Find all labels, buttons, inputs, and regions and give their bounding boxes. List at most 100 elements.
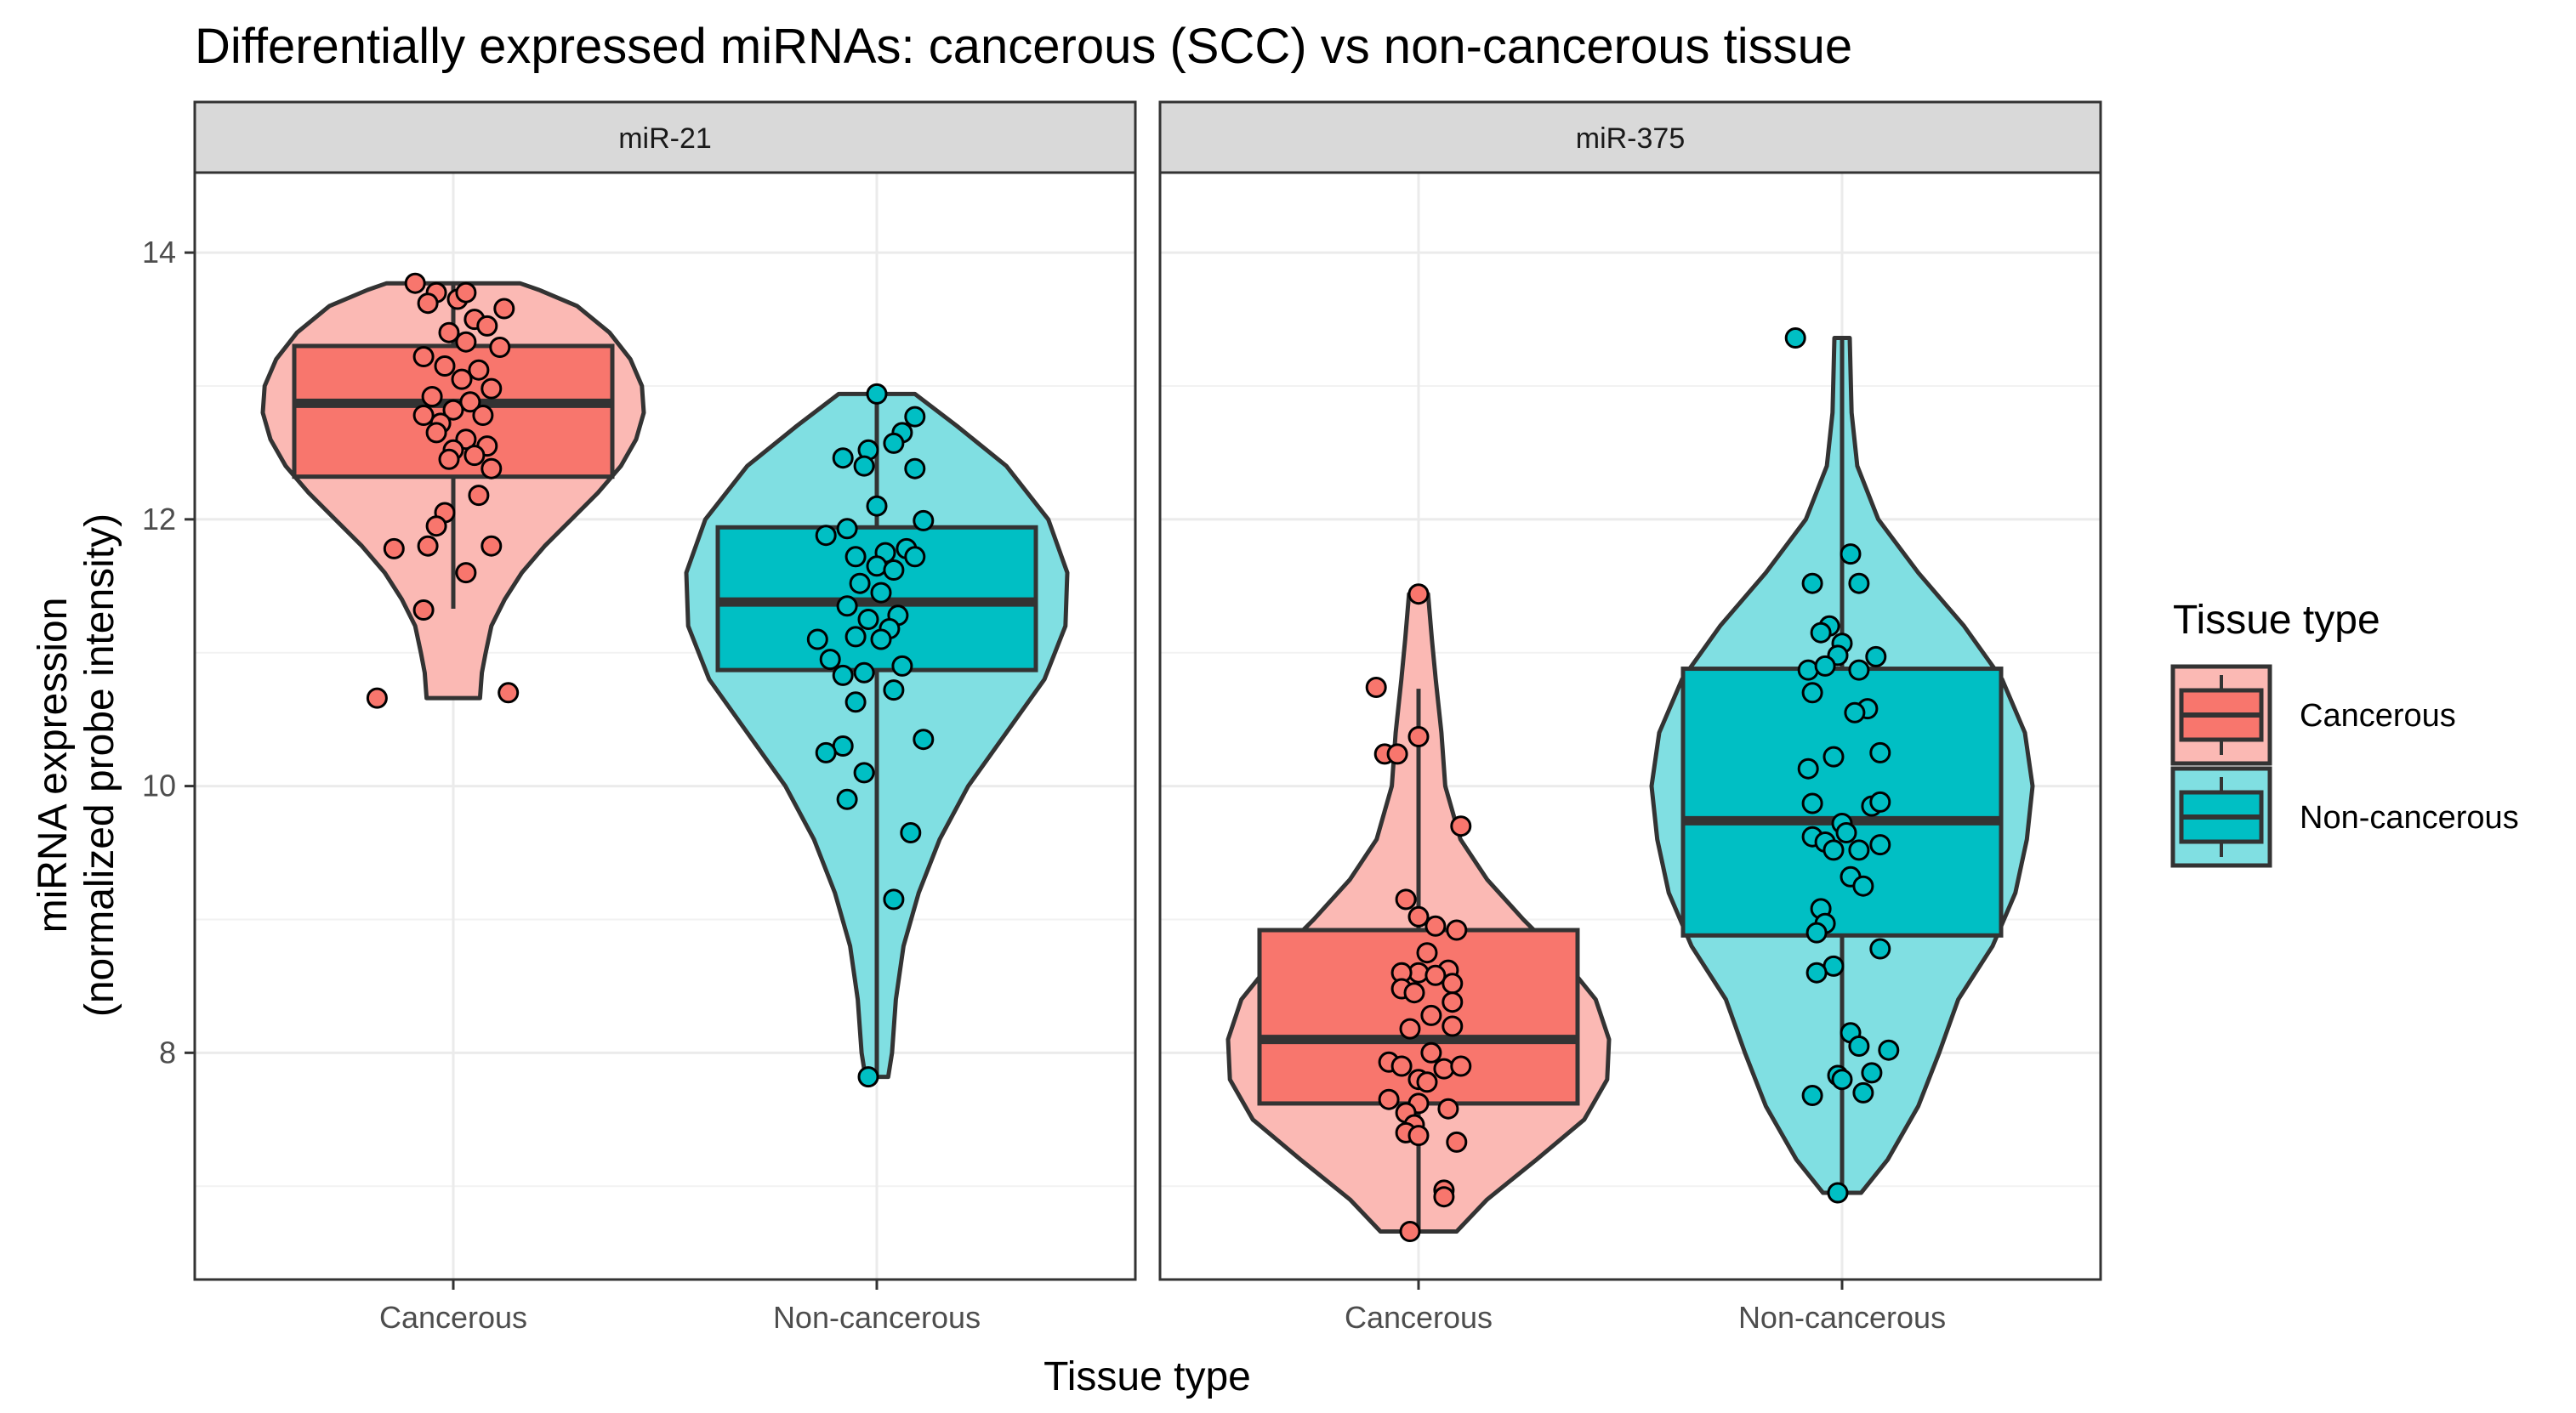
- data-point-non-cancerous: [1878, 1039, 1900, 1061]
- data-point-non-cancerous: [866, 495, 888, 517]
- data-point-non-cancerous: [806, 628, 828, 650]
- data-point-cancerous: [1399, 1018, 1421, 1040]
- data-point-non-cancerous: [844, 691, 867, 713]
- data-point-non-cancerous: [836, 518, 858, 540]
- data-point-non-cancerous: [836, 595, 858, 617]
- data-point-cancerous: [438, 321, 460, 343]
- y-tick-label: 8: [159, 1035, 176, 1070]
- data-point-cancerous: [425, 422, 447, 444]
- data-point-non-cancerous: [1831, 1069, 1853, 1091]
- data-point-cancerous: [1403, 982, 1425, 1004]
- y-tick-label: 14: [142, 235, 176, 270]
- data-point-cancerous: [412, 599, 435, 621]
- data-point-cancerous: [404, 272, 426, 294]
- data-point-non-cancerous: [866, 383, 888, 405]
- x-tick-label: Non-cancerous: [1738, 1300, 1946, 1335]
- data-point-non-cancerous: [1852, 875, 1874, 897]
- data-point-cancerous: [1420, 1041, 1442, 1064]
- data-point-non-cancerous: [1801, 572, 1823, 594]
- panel-mir-21: miR-21 Cancerous Non-cancerous: [193, 100, 1137, 1335]
- x-axis-title: Tissue type: [1043, 1354, 1251, 1399]
- data-point-non-cancerous: [913, 509, 935, 531]
- data-point-non-cancerous: [891, 655, 913, 677]
- data-point-cancerous: [434, 355, 456, 377]
- x-tick-label: Cancerous: [1345, 1300, 1493, 1335]
- data-point-cancerous: [1365, 677, 1387, 698]
- data-point-non-cancerous: [1848, 572, 1870, 594]
- data-point-non-cancerous: [883, 679, 905, 701]
- data-point-non-cancerous: [1805, 962, 1828, 984]
- data-point-non-cancerous: [844, 546, 867, 568]
- data-point-non-cancerous: [836, 788, 858, 810]
- data-point-cancerous: [425, 515, 447, 537]
- legend-label-cancerous: Cancerous: [2300, 698, 2456, 734]
- data-point-non-cancerous: [1869, 938, 1891, 960]
- legend-keys: Cancerous Non-cancerous: [2170, 664, 2519, 868]
- data-point-non-cancerous: [1784, 327, 1806, 349]
- data-point-cancerous: [498, 682, 520, 704]
- data-point-non-cancerous: [815, 525, 837, 547]
- data-point-cancerous: [489, 337, 511, 358]
- data-point-non-cancerous: [853, 661, 875, 684]
- data-point-cancerous: [468, 359, 490, 381]
- data-point-non-cancerous: [904, 546, 926, 568]
- data-point-non-cancerous: [832, 447, 854, 469]
- panel-border: [193, 171, 1137, 1281]
- data-point-non-cancerous: [1869, 741, 1891, 763]
- data-point-non-cancerous: [819, 649, 841, 671]
- y-tick-label: 10: [142, 769, 176, 803]
- data-point-cancerous: [1416, 1071, 1438, 1093]
- data-point-non-cancerous: [1823, 746, 1845, 768]
- x-axis-ticks: Cancerous Non-cancerous: [1345, 1280, 1946, 1335]
- data-point-cancerous: [1395, 888, 1417, 911]
- data-point-cancerous: [1407, 1125, 1430, 1147]
- data-point-non-cancerous: [1797, 659, 1819, 681]
- data-point-non-cancerous: [1869, 834, 1891, 856]
- data-point-non-cancerous: [853, 762, 875, 784]
- strip-label: miR-21: [618, 122, 712, 155]
- data-point-non-cancerous: [1844, 701, 1866, 724]
- data-point-non-cancerous: [844, 626, 867, 648]
- data-point-non-cancerous: [1861, 1062, 1883, 1084]
- y-axis-title-line-2: (normalized probe intensity): [77, 514, 122, 1017]
- data-point-non-cancerous: [832, 664, 854, 686]
- data-point-cancerous: [1442, 991, 1464, 1013]
- legend: Tissue type Cancerous Non-cancerous: [2170, 598, 2519, 868]
- legend-label-non-cancerous: Non-cancerous: [2300, 800, 2519, 836]
- data-point-cancerous: [1450, 815, 1472, 837]
- data-point-non-cancerous: [1801, 1085, 1823, 1106]
- data-point-cancerous: [1424, 915, 1447, 937]
- data-point-non-cancerous: [866, 555, 888, 577]
- jitter-points: [1365, 327, 1900, 1242]
- data-point-cancerous: [455, 331, 477, 353]
- data-point-cancerous: [493, 298, 515, 320]
- strip-label: miR-375: [1576, 122, 1685, 155]
- data-point-cancerous: [1433, 1186, 1455, 1208]
- data-point-non-cancerous: [1848, 1036, 1870, 1057]
- data-point-non-cancerous: [900, 822, 922, 843]
- data-point-non-cancerous: [1827, 1182, 1849, 1204]
- data-point-non-cancerous: [1801, 682, 1823, 704]
- data-point-cancerous: [1407, 905, 1430, 928]
- data-point-cancerous: [463, 445, 486, 467]
- data-point-non-cancerous: [1797, 758, 1819, 780]
- data-point-cancerous: [412, 405, 435, 426]
- data-point-non-cancerous: [1852, 1081, 1874, 1104]
- data-point-cancerous: [455, 562, 477, 584]
- data-point-cancerous: [442, 399, 464, 421]
- data-point-cancerous: [438, 448, 460, 470]
- x-axis-ticks: Cancerous Non-cancerous: [379, 1280, 981, 1335]
- panel-mir-375: miR-375 Cancerous Non-cancerous: [1158, 100, 2102, 1335]
- data-point-cancerous: [1446, 919, 1468, 941]
- strip-background: [1158, 100, 2102, 174]
- data-point-cancerous: [476, 315, 498, 337]
- data-point-non-cancerous: [857, 609, 879, 630]
- chart-title: Differentially expressed miRNAs: cancero…: [195, 19, 1852, 74]
- legend-title: Tissue type: [2173, 598, 2380, 643]
- data-point-cancerous: [1442, 973, 1464, 995]
- data-point-cancerous: [481, 535, 503, 557]
- data-point-non-cancerous: [913, 729, 935, 751]
- y-tick-label: 12: [142, 502, 176, 536]
- data-point-cancerous: [1433, 1058, 1455, 1080]
